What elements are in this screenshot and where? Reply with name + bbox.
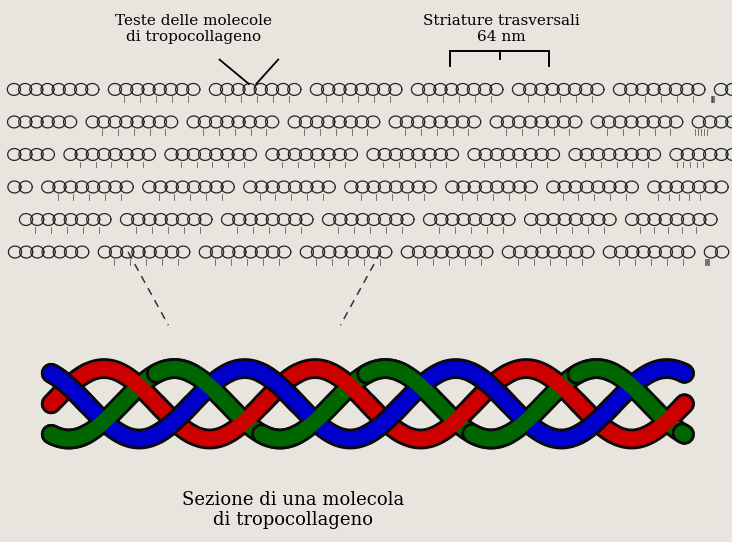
- Text: Teste delle molecole
di tropocollageno: Teste delle molecole di tropocollageno: [116, 14, 272, 44]
- Text: Sezione di una molecola
di tropocollageno: Sezione di una molecola di tropocollagen…: [182, 491, 404, 530]
- Text: Striature trasversali
64 nm: Striature trasversali 64 nm: [423, 14, 580, 44]
